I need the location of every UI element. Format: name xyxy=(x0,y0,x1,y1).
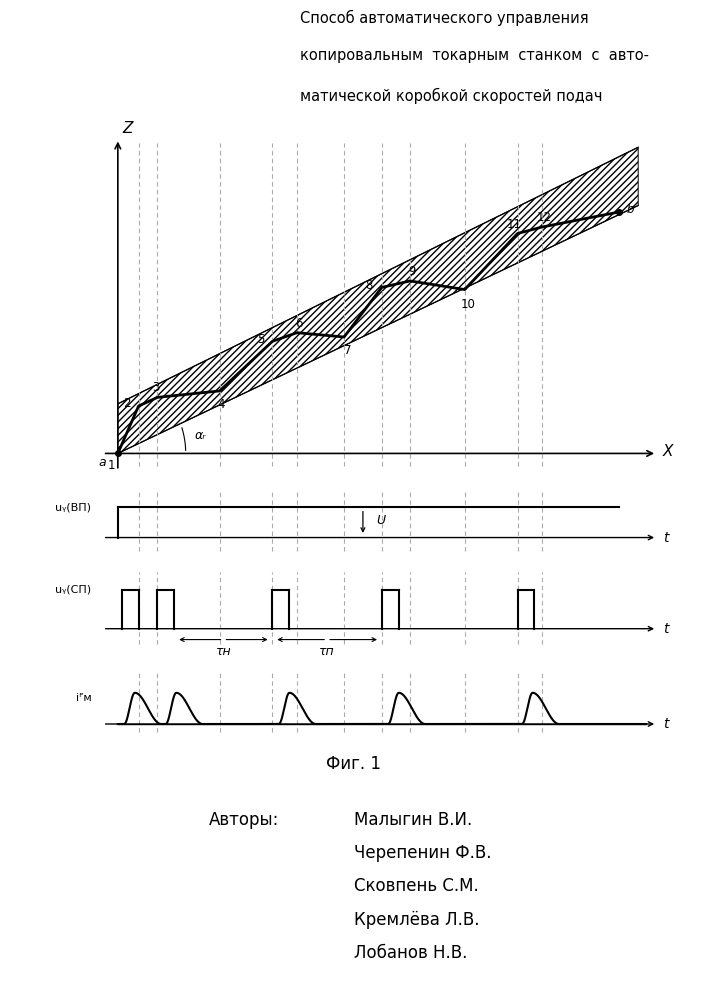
Text: Авторы:: Авторы: xyxy=(209,811,279,829)
Text: t: t xyxy=(662,717,668,731)
Text: X: X xyxy=(662,444,673,459)
Text: t: t xyxy=(662,531,668,545)
Text: копировальным  токарным  станком  с  авто-: копировальным токарным станком с авто- xyxy=(300,48,650,63)
Text: Сковпень С.М.: Сковпень С.М. xyxy=(354,877,478,895)
Text: 6: 6 xyxy=(295,317,303,330)
Text: Лобанов Н.В.: Лобанов Н.В. xyxy=(354,944,467,962)
Text: U: U xyxy=(376,514,385,527)
Text: τн: τн xyxy=(216,645,231,658)
Text: 10: 10 xyxy=(461,298,476,311)
Polygon shape xyxy=(118,147,638,453)
Text: 2: 2 xyxy=(123,397,130,410)
Text: Способ автоматического управления: Способ автоматического управления xyxy=(300,10,589,26)
Text: Черепенин Ф.В.: Черепенин Ф.В. xyxy=(354,844,491,862)
Text: b: b xyxy=(626,203,633,216)
Text: 11: 11 xyxy=(507,218,522,231)
Text: αᵣ: αᵣ xyxy=(195,429,206,442)
Text: τп: τп xyxy=(320,645,335,658)
Text: uᵧ(СП): uᵧ(СП) xyxy=(55,585,91,595)
Text: 1: 1 xyxy=(107,459,115,472)
Text: 4: 4 xyxy=(218,398,226,411)
Text: 3: 3 xyxy=(152,381,159,394)
Text: Кремлёва Л.В.: Кремлёва Л.В. xyxy=(354,911,479,929)
Text: t: t xyxy=(662,622,668,636)
Text: 12: 12 xyxy=(537,211,551,224)
Text: 9: 9 xyxy=(408,265,416,278)
Text: iᴾм: iᴾм xyxy=(76,693,91,703)
Text: uᵧ(ВП): uᵧ(ВП) xyxy=(55,502,91,512)
Text: Малыгин В.И.: Малыгин В.И. xyxy=(354,811,472,829)
Text: матической коробкой скоростей подач: матической коробкой скоростей подач xyxy=(300,88,603,104)
Text: Фиг. 1: Фиг. 1 xyxy=(326,755,381,773)
Text: Z: Z xyxy=(122,121,133,136)
Text: 7: 7 xyxy=(344,344,351,357)
Text: 5: 5 xyxy=(257,333,264,346)
Text: a: a xyxy=(99,456,107,469)
Text: 8: 8 xyxy=(365,279,373,292)
